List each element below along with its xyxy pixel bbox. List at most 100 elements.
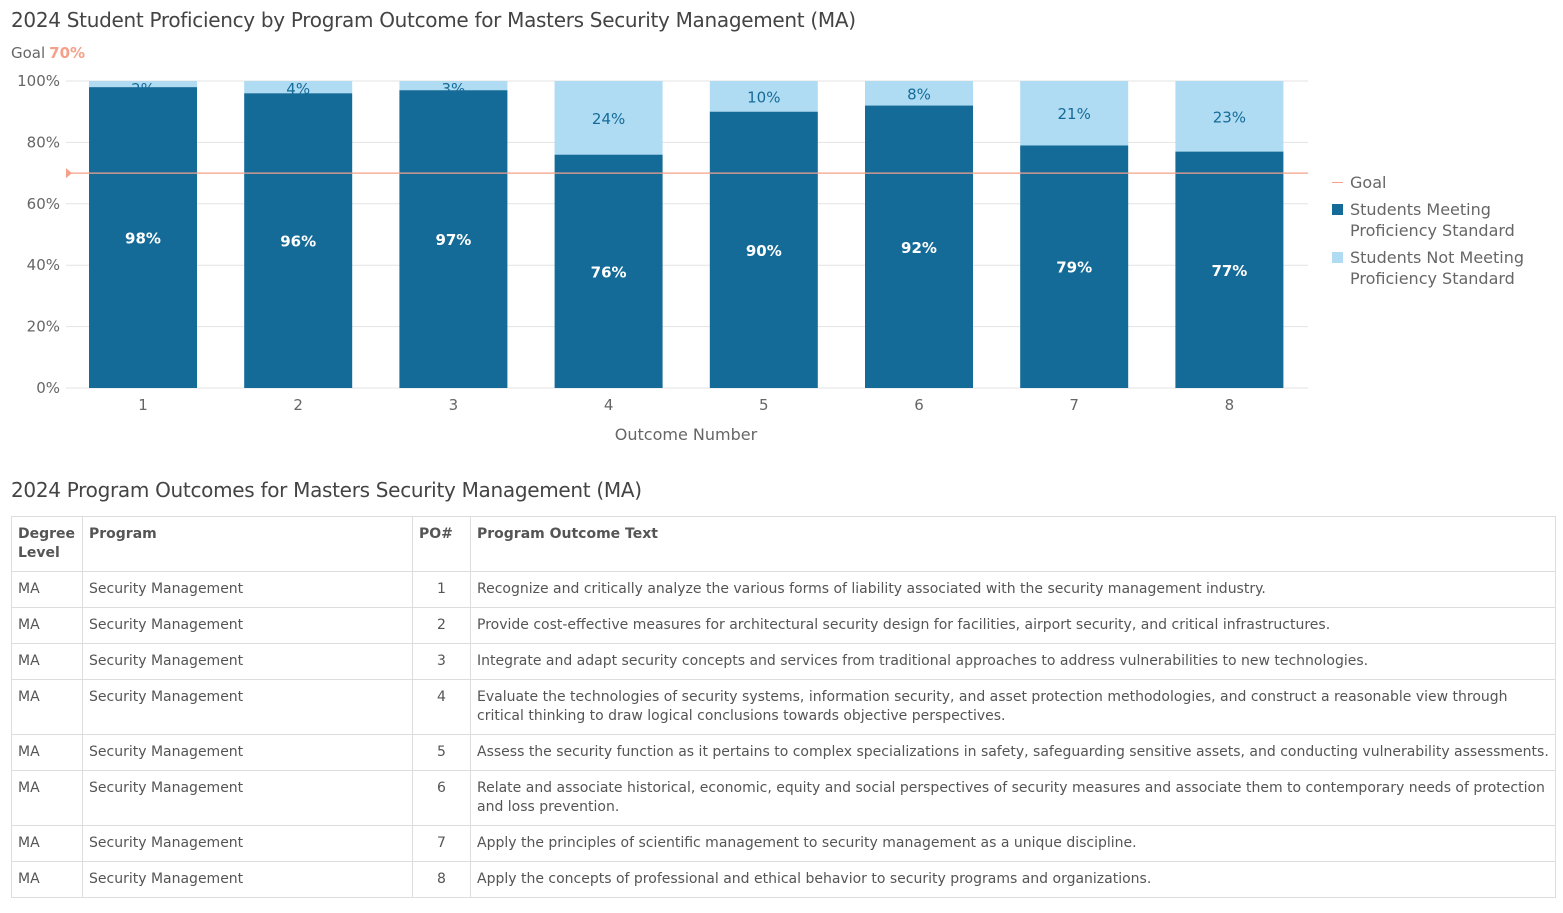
bar-meeting: [1175, 151, 1284, 388]
data-label-meeting: 96%: [280, 233, 316, 251]
bar-not-meeting: [399, 81, 508, 91]
header-text: Program Outcome Text: [470, 516, 1556, 572]
cell-text: Integrate and adapt security concepts an…: [470, 643, 1556, 680]
x-tick-label: 5: [759, 396, 769, 414]
outcomes-table: Degree Level Program PO# Program Outcome…: [11, 516, 1556, 898]
swatch-icon: [1332, 252, 1343, 263]
table-row: MA Security Management 4 Evaluate the techn…: [11, 679, 1556, 735]
x-tick-label: 4: [604, 396, 614, 414]
swatch-icon: [1332, 204, 1343, 215]
cell-degree: MA: [11, 607, 83, 644]
data-label-not-meeting: 21%: [1058, 105, 1091, 123]
cell-text: Evaluate the technologies of security sy…: [470, 679, 1556, 735]
cell-text: Provide cost-effective measures for arch…: [470, 607, 1556, 644]
bar-meeting: [1020, 145, 1129, 388]
bar-not-meeting: [244, 81, 353, 94]
table-row: MA Security Management 1 Recognize and crit…: [11, 571, 1556, 608]
y-tick-label: 80%: [27, 133, 60, 151]
bar-not-meeting: [709, 81, 818, 112]
y-tick-label: 0%: [36, 379, 60, 397]
bar-meeting: [399, 90, 508, 389]
bar-meeting: [244, 93, 353, 388]
cell-text: Relate and associate historical, economi…: [470, 770, 1556, 826]
table-header-row: Degree Level Program PO# Program Outcome…: [11, 516, 1556, 572]
legend-goal[interactable]: Goal: [1332, 172, 1540, 193]
data-label-not-meeting: 24%: [592, 110, 625, 128]
x-tick-label: 6: [914, 396, 924, 414]
table-row: MA Security Management 2 Provide cost-effec…: [11, 607, 1556, 644]
x-axis-title: Outcome Number: [615, 425, 758, 444]
header-degree: Degree Level: [11, 516, 83, 572]
data-label-meeting: 90%: [746, 242, 782, 260]
cell-program: Security Management: [82, 607, 413, 644]
data-label-not-meeting: 8%: [907, 85, 931, 103]
data-label-meeting: 97%: [435, 231, 471, 249]
cell-po: 8: [412, 861, 471, 898]
goal-label: Goal 70%: [11, 44, 85, 62]
cell-text: Apply the principles of scientific manag…: [470, 825, 1556, 862]
cell-po: 5: [412, 734, 471, 771]
cell-degree: MA: [11, 770, 83, 826]
goal-text: Goal: [11, 44, 46, 62]
cell-program: Security Management: [82, 571, 413, 608]
cell-degree: MA: [11, 861, 83, 898]
data-label-meeting: 76%: [591, 263, 627, 281]
legend-label: Students Not Meeting Proficiency Standar…: [1350, 248, 1525, 288]
bar-meeting: [709, 111, 818, 388]
cell-program: Security Management: [82, 643, 413, 680]
bar-meeting: [89, 87, 197, 388]
legend: Goal Students Meeting Proficiency Standa…: [1332, 172, 1540, 295]
bar-not-meeting: [89, 81, 197, 88]
bar-not-meeting: [1175, 81, 1284, 152]
x-tick-label: 3: [449, 396, 459, 414]
cell-program: Security Management: [82, 679, 413, 735]
table-row: MA Security Management 8 Apply the concepts…: [11, 861, 1556, 898]
header-program: Program: [82, 516, 413, 572]
cell-degree: MA: [11, 643, 83, 680]
cell-program: Security Management: [82, 825, 413, 862]
goal-marker-icon: [66, 168, 72, 179]
y-tick-label: 20%: [27, 318, 60, 336]
data-label-meeting: 77%: [1211, 262, 1247, 280]
y-tick-label: 60%: [27, 195, 60, 213]
cell-program: Security Management: [82, 861, 413, 898]
chart-title: 2024 Student Proficiency by Program Outc…: [11, 8, 856, 32]
data-label-not-meeting: 3%: [442, 80, 466, 98]
legend-label: Students Meeting Proficiency Standard: [1350, 200, 1515, 240]
legend-not-meeting[interactable]: Students Not Meeting Proficiency Standar…: [1332, 247, 1540, 289]
x-tick-label: 8: [1225, 396, 1235, 414]
data-label-meeting: 79%: [1056, 259, 1092, 277]
cell-po: 1: [412, 571, 471, 608]
cell-degree: MA: [11, 825, 83, 862]
cell-program: Security Management: [82, 734, 413, 771]
cell-text: Apply the concepts of professional and e…: [470, 861, 1556, 898]
data-label-meeting: 98%: [125, 230, 161, 248]
x-tick-label: 1: [138, 396, 148, 414]
table-title: 2024 Program Outcomes for Masters Securi…: [11, 478, 642, 502]
data-label-not-meeting: 4%: [286, 80, 310, 98]
legend-meeting[interactable]: Students Meeting Proficiency Standard: [1332, 199, 1540, 241]
bar-not-meeting: [1020, 81, 1129, 146]
cell-degree: MA: [11, 679, 83, 735]
header-po: PO#: [412, 516, 471, 572]
bar-not-meeting: [554, 81, 663, 155]
bar-meeting: [865, 105, 973, 388]
cell-program: Security Management: [82, 770, 413, 826]
data-label-not-meeting: 2%: [131, 80, 155, 98]
table-row: MA Security Management 6 Relate and associa…: [11, 770, 1556, 826]
cell-po: 4: [412, 679, 471, 735]
cell-po: 6: [412, 770, 471, 826]
cell-po: 2: [412, 607, 471, 644]
cell-po: 7: [412, 825, 471, 862]
cell-degree: MA: [11, 734, 83, 771]
cell-degree: MA: [11, 571, 83, 608]
table-row: MA Security Management 7 Apply the principl…: [11, 825, 1556, 862]
y-tick-label: 40%: [27, 256, 60, 274]
goal-value: 70%: [49, 44, 86, 62]
table-row: MA Security Management 5 Assess the securit…: [11, 734, 1556, 771]
cell-text: Assess the security function as it perta…: [470, 734, 1556, 771]
bar-meeting: [554, 154, 663, 388]
data-label-meeting: 92%: [901, 239, 937, 257]
stacked-bar-chart: 0% 20% 40% 60% 80% 100% 98% 2% 1 96% 4% 2 97% 3% 3 76% 2…: [17, 72, 1308, 444]
cell-text: Recognize and critically analyze the var…: [470, 571, 1556, 608]
